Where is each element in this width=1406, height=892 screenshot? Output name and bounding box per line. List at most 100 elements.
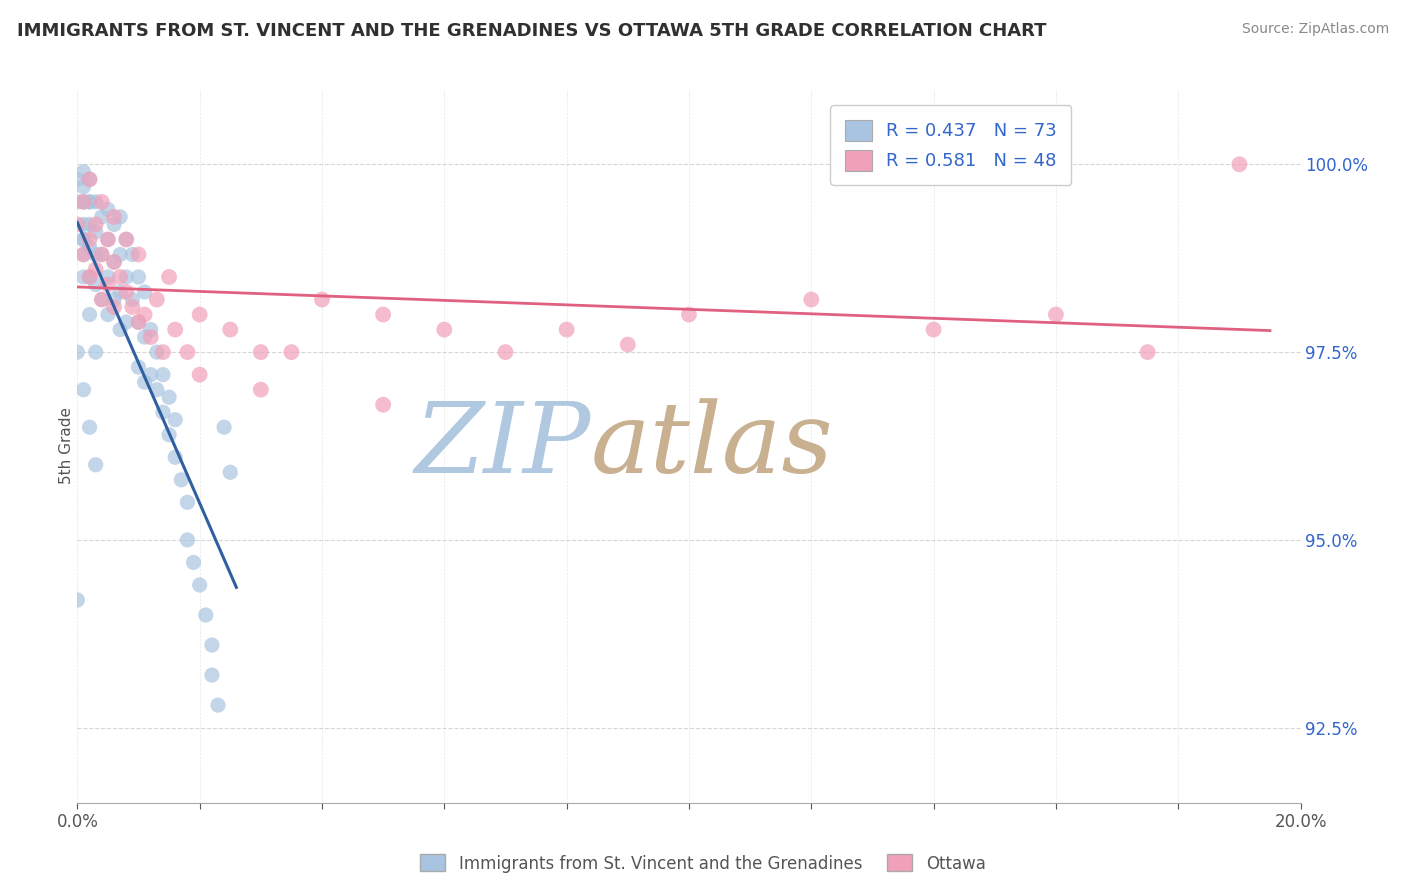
Point — [84, 262, 107, 277]
Text: Source: ZipAtlas.com: Source: ZipAtlas.com — [1241, 22, 1389, 37]
Point — [157, 390, 180, 404]
Point — [115, 270, 138, 285]
Point — [115, 285, 138, 299]
Point — [66, 218, 89, 232]
Point — [134, 285, 156, 299]
Point — [66, 345, 89, 359]
Point — [79, 240, 101, 254]
Point — [152, 405, 174, 419]
Point — [84, 345, 107, 359]
Point — [146, 293, 169, 307]
Point — [176, 345, 198, 359]
Text: ZIP: ZIP — [415, 399, 591, 493]
Point — [72, 383, 94, 397]
Point — [188, 368, 211, 382]
Point — [108, 270, 131, 285]
Point — [219, 465, 242, 479]
Point — [97, 270, 120, 285]
Point — [219, 322, 242, 336]
Point — [84, 218, 107, 232]
Point — [371, 398, 394, 412]
Point — [194, 607, 217, 622]
Point — [84, 194, 107, 209]
Point — [66, 593, 89, 607]
Point — [97, 232, 120, 246]
Legend: R = 0.437   N = 73, R = 0.581   N = 48: R = 0.437 N = 73, R = 0.581 N = 48 — [830, 105, 1071, 185]
Legend: Immigrants from St. Vincent and the Grenadines, Ottawa: Immigrants from St. Vincent and the Gren… — [413, 847, 993, 880]
Point — [127, 270, 149, 285]
Point — [188, 308, 211, 322]
Point — [103, 255, 125, 269]
Point — [72, 194, 94, 209]
Point — [79, 194, 101, 209]
Point — [72, 232, 94, 246]
Point — [371, 308, 394, 322]
Point — [90, 247, 112, 261]
Point — [121, 293, 143, 307]
Point — [134, 330, 156, 344]
Point — [79, 420, 101, 434]
Point — [678, 308, 700, 322]
Point — [201, 638, 224, 652]
Point — [97, 308, 120, 322]
Point — [103, 300, 125, 314]
Point — [103, 210, 125, 224]
Point — [108, 247, 131, 261]
Point — [1045, 308, 1067, 322]
Point — [134, 308, 156, 322]
Point — [66, 194, 89, 209]
Point — [555, 322, 578, 336]
Point — [97, 232, 120, 246]
Point — [170, 473, 193, 487]
Point — [1136, 345, 1159, 359]
Point — [922, 322, 945, 336]
Point — [495, 345, 517, 359]
Point — [103, 218, 125, 232]
Point — [90, 247, 112, 261]
Point — [121, 247, 143, 261]
Point — [79, 232, 101, 246]
Y-axis label: 5th Grade: 5th Grade — [59, 408, 73, 484]
Point — [115, 315, 138, 329]
Point — [79, 308, 101, 322]
Point — [188, 578, 211, 592]
Point — [127, 247, 149, 261]
Point — [79, 194, 101, 209]
Point — [127, 360, 149, 375]
Point — [84, 225, 107, 239]
Point — [617, 337, 640, 351]
Point — [176, 533, 198, 547]
Point — [165, 322, 187, 336]
Point — [115, 232, 138, 246]
Point — [97, 202, 120, 217]
Point — [212, 420, 235, 434]
Point — [146, 345, 169, 359]
Point — [139, 368, 162, 382]
Point — [72, 270, 94, 285]
Point — [139, 322, 162, 336]
Point — [79, 172, 101, 186]
Point — [800, 293, 823, 307]
Point — [79, 270, 101, 285]
Point — [127, 315, 149, 329]
Point — [79, 218, 101, 232]
Point — [134, 375, 156, 389]
Point — [72, 247, 94, 261]
Point — [84, 247, 107, 261]
Point — [84, 458, 107, 472]
Point — [108, 322, 131, 336]
Point — [280, 345, 302, 359]
Point — [90, 194, 112, 209]
Point — [433, 322, 456, 336]
Point — [165, 450, 187, 465]
Point — [79, 172, 101, 186]
Point — [157, 427, 180, 442]
Point — [127, 315, 149, 329]
Point — [72, 165, 94, 179]
Point — [103, 293, 125, 307]
Point — [84, 277, 107, 292]
Point — [66, 172, 89, 186]
Point — [121, 300, 143, 314]
Point — [311, 293, 333, 307]
Point — [165, 413, 187, 427]
